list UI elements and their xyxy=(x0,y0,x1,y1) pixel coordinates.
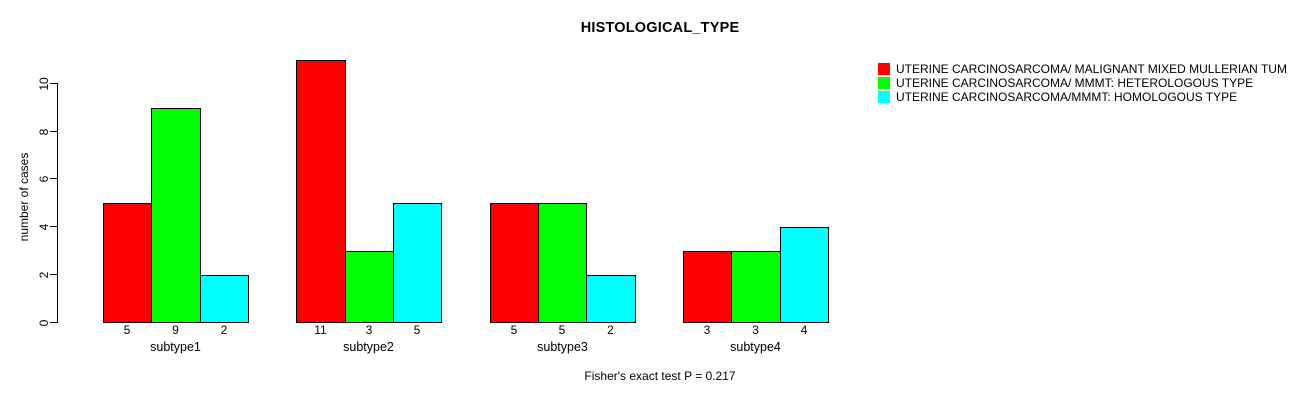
bar xyxy=(345,251,394,323)
legend-item: UTERINE CARCINOSARCOMA/ MMMT: HETEROLOGO… xyxy=(878,76,1287,90)
x-group-label: subtype4 xyxy=(730,340,781,354)
y-tick-label: 8 xyxy=(37,128,51,135)
y-tick-label: 0 xyxy=(37,319,51,326)
chart-title: HISTOLOGICAL_TYPE xyxy=(580,20,740,36)
y-tick-mark xyxy=(50,274,58,275)
y-tick-mark xyxy=(50,322,58,323)
y-axis-line xyxy=(57,83,58,323)
legend-label: UTERINE CARCINOSARCOMA/MMMT: HOMOLOGOUS … xyxy=(896,90,1238,105)
x-group-label: subtype1 xyxy=(150,340,201,354)
legend-label: UTERINE CARCINOSARCOMA/ MMMT: HETEROLOGO… xyxy=(896,75,1254,90)
bar xyxy=(200,275,249,323)
y-tick-mark xyxy=(50,226,58,227)
bar xyxy=(731,251,781,323)
x-group-label: subtype3 xyxy=(537,340,588,354)
x-group-label: subtype2 xyxy=(343,340,394,354)
y-tick-label: 6 xyxy=(37,175,51,182)
legend-swatch xyxy=(878,76,890,89)
legend-swatch xyxy=(878,91,890,104)
bar-value-label: 5 xyxy=(558,323,566,337)
bar-value-label: 3 xyxy=(365,323,373,337)
bar xyxy=(586,275,636,323)
y-tick-mark xyxy=(50,83,58,84)
bar-value-label: 2 xyxy=(607,323,614,337)
legend: UTERINE CARCINOSARCOMA/ MALIGNANT MIXED … xyxy=(878,62,1287,105)
bar-value-label: 5 xyxy=(510,323,518,337)
y-tick-mark xyxy=(50,178,58,179)
bar-value-label: 11 xyxy=(314,323,327,337)
bar xyxy=(538,203,587,323)
bar-value-label: 3 xyxy=(752,323,759,337)
y-tick-label: 2 xyxy=(37,271,51,278)
annotation-text: Fisher's exact test P = 0.217 xyxy=(584,369,736,383)
bar-value-label: 2 xyxy=(220,323,228,337)
bar xyxy=(780,227,829,323)
bar xyxy=(683,251,732,323)
bar-value-label: 4 xyxy=(800,323,808,337)
bar xyxy=(103,203,152,323)
bar xyxy=(296,60,346,323)
y-tick-mark xyxy=(50,131,58,132)
bar xyxy=(393,203,442,323)
y-axis-label: number of cases xyxy=(17,152,31,242)
legend-item: UTERINE CARCINOSARCOMA/MMMT: HOMOLOGOUS … xyxy=(878,90,1287,104)
bar-value-label: 9 xyxy=(172,323,179,337)
bar xyxy=(490,203,539,323)
legend-item: UTERINE CARCINOSARCOMA/ MALIGNANT MIXED … xyxy=(878,62,1287,76)
y-tick-label: 4 xyxy=(37,223,51,230)
bar-value-label: 5 xyxy=(413,323,421,337)
y-tick-label: 10 xyxy=(37,76,51,91)
bar xyxy=(151,108,201,323)
bar-value-label: 5 xyxy=(123,323,131,337)
bar-value-label: 3 xyxy=(703,323,711,337)
legend-swatch xyxy=(878,62,890,75)
legend-label: UTERINE CARCINOSARCOMA/ MALIGNANT MIXED … xyxy=(896,61,1287,76)
